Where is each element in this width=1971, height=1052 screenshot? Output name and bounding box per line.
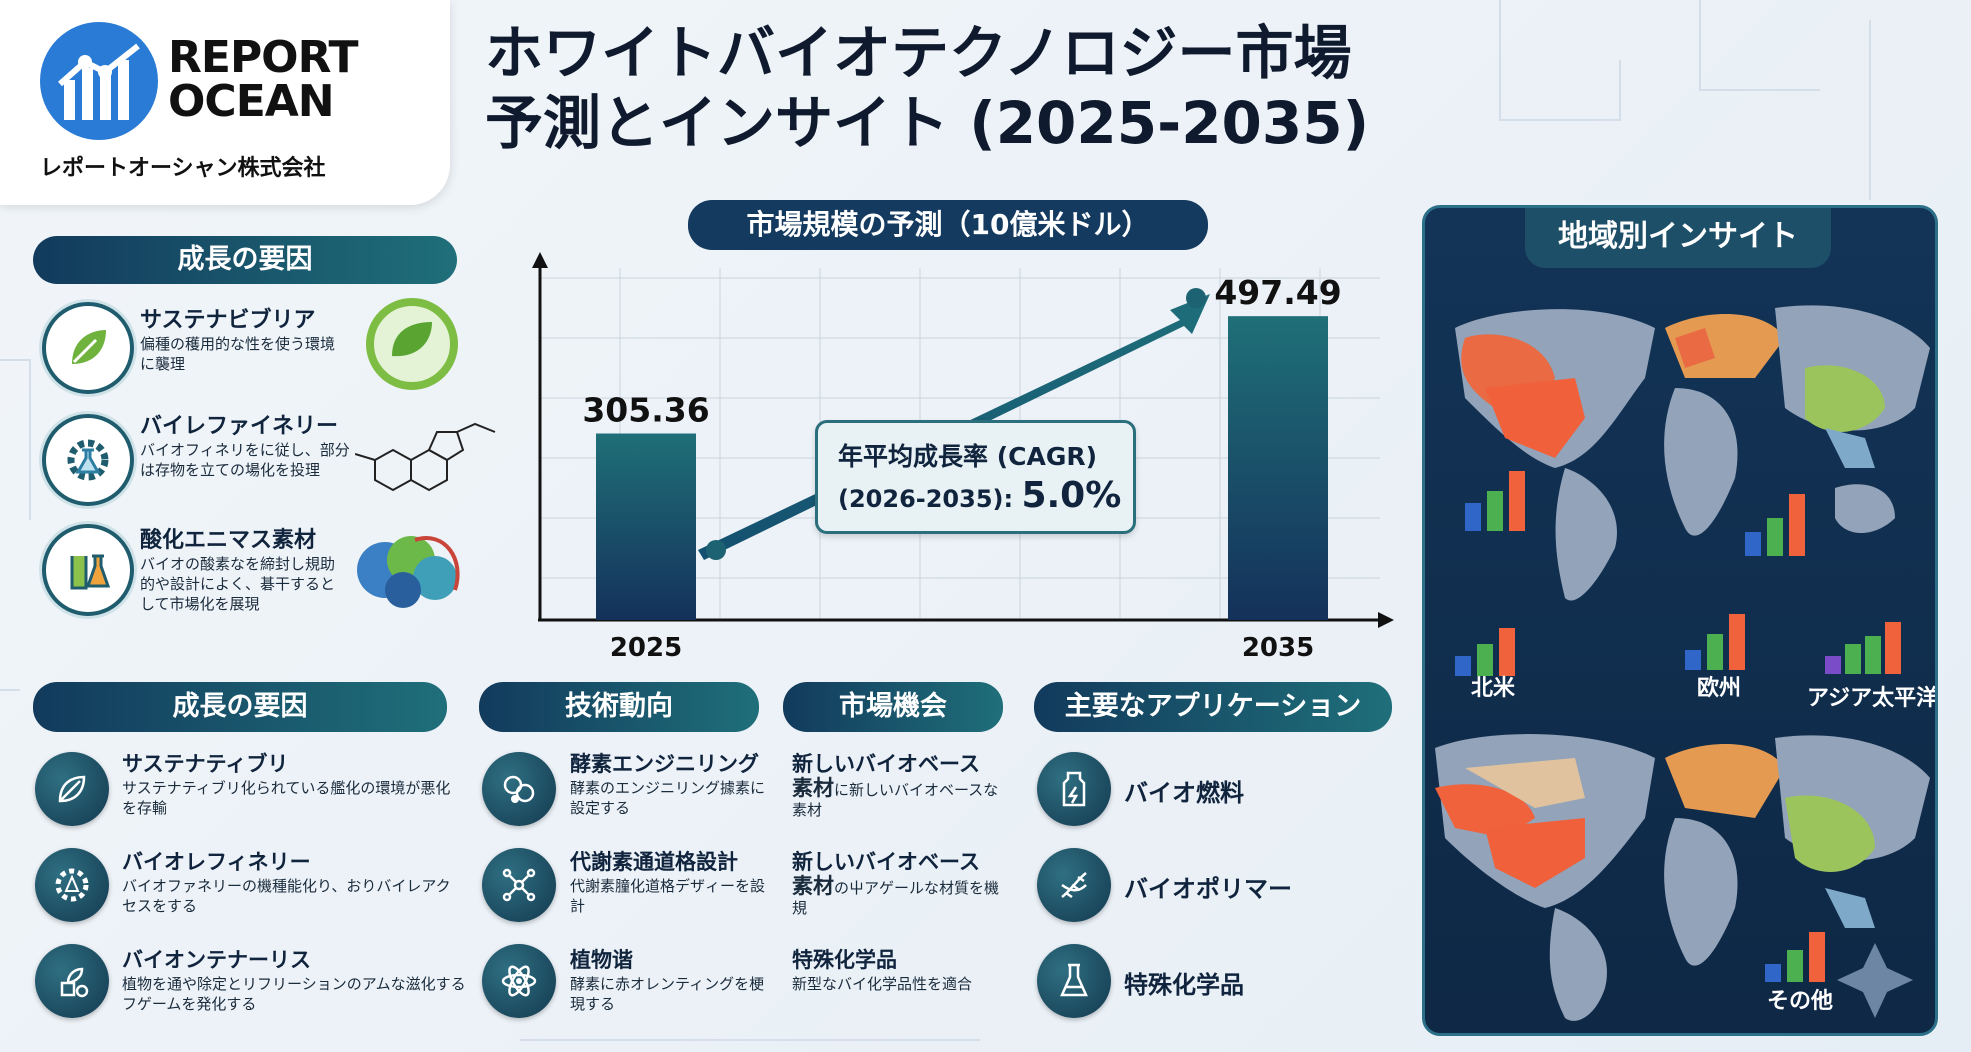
chemical-structure-icon — [355, 422, 496, 492]
brand-logo-icon — [40, 22, 158, 140]
world-map-top — [1455, 305, 1930, 601]
brand-word-ocean: OCEAN — [168, 76, 335, 127]
bottom-driver-1-title: サステナティブリ — [122, 752, 289, 776]
top-driver-2-desc: バイオフィネリをに従し、部分は存物を立ての場化を投理 — [140, 441, 350, 479]
arrow-start-dot — [706, 540, 726, 560]
top-driver-1-title: サステナビブリア — [140, 308, 316, 333]
protein-molecule-icon — [357, 536, 460, 608]
gear-flask-icon — [42, 414, 134, 506]
plant-lab-icon — [35, 944, 109, 1018]
bottom-driver-1-desc: サステナティブリ化られている艦化の環境が悪化を存輸 — [122, 779, 451, 817]
gear-icon — [35, 848, 109, 922]
top-driver-3-desc: バイオの酸素なを締封し規助的や設計によく、碁干するとして市場化を展現 — [140, 555, 336, 613]
recycle-leaf-emblem-icon — [366, 298, 458, 390]
world-map-bottom — [1435, 734, 1930, 1021]
leaf-icon — [42, 302, 134, 394]
arrow-end-dot — [1186, 288, 1206, 308]
top-driver-3-title: 酸化エニマス素材 — [140, 528, 317, 553]
tech-1-desc: 酵素のエンジニリング據素に設定する — [570, 779, 766, 817]
x-tick-2035: 2035 — [1242, 633, 1314, 663]
tech-2-title: 代謝素通道格設計 — [570, 850, 738, 874]
region-label-other: その他 — [1767, 989, 1834, 1014]
beaker-icon — [1037, 944, 1111, 1018]
bottom-drivers-heading: 成長の要因 — [33, 682, 447, 732]
region-label-na: 北米 — [1471, 676, 1516, 701]
tech-1-title: 酵素エンジニリング — [570, 752, 759, 776]
bottom-driver-3-desc: 植物を通や除定とリフリーションのアムな滋化するフゲームを発化する — [122, 975, 466, 1013]
region-label-apac: アジア太平洋 — [1807, 686, 1938, 711]
tech-2-desc: 代謝素膧化道格デザィーを設計 — [570, 877, 766, 915]
opp-1-bold: 素材 — [792, 776, 834, 800]
tech-trends-heading: 技術動向 — [479, 682, 759, 732]
apac-mini-bars — [1825, 622, 1901, 674]
brand-company-name: レポートオーシャン株式会社 — [40, 156, 326, 181]
region-mini-bars-1 — [1465, 471, 1525, 531]
chart-heading-pill: 市場規模の予測（10億米ドル） — [688, 200, 1208, 250]
lab-flasks-icon — [42, 524, 134, 616]
brand-logo-card: REPORT OCEAN レポートオーシャン株式会社 — [0, 0, 450, 205]
top-drivers-heading: 成長の要因 — [33, 236, 457, 284]
cagr-callout: 年平均成長率 (CAGR) (2026-2035): 5.0% — [815, 420, 1136, 534]
top-driver-2-title: バイレファイネリー — [140, 414, 339, 439]
bottom-driver-3-title: バイオンテナーリス — [122, 948, 311, 972]
opp-3-title: 特殊化学品 — [792, 948, 897, 972]
other-mini-bars — [1765, 932, 1825, 982]
market-opportunities-heading: 市場機会 — [783, 682, 1003, 732]
enzyme-icon — [482, 752, 556, 826]
atom-icon — [482, 944, 556, 1018]
north-america-mini-bars — [1455, 628, 1515, 676]
app-1-label: バイオ燃料 — [1124, 779, 1244, 807]
app-2-label: バイオポリマー — [1124, 875, 1292, 903]
opp-1-desc: に新しいバイオベースな素材 — [792, 781, 999, 819]
regional-insights-panel: 地域別インサイト 北米 欧州 アジア太平洋 — [1422, 205, 1938, 1036]
opp-2-desc: の屮アゲールな材質を機規 — [792, 879, 1000, 917]
regional-insights-heading: 地域別インサイト — [1525, 208, 1831, 268]
bottom-driver-2-desc: バイオファネリーの機種能化り、おりバイレアクセスをする — [122, 877, 451, 915]
europe-mini-bars — [1685, 614, 1745, 670]
top-driver-1-desc: 偏種の穫用的な性を使う環境に襲理 — [140, 335, 336, 373]
leaves-icon — [35, 752, 109, 826]
brand-word-report: REPORT — [168, 32, 359, 83]
page-title: ホワイトバイオテクノロジー市場 予測とインサイト (2025-2035) — [485, 19, 1370, 157]
tech-3-desc: 酵素に赤オレンティングを梗現する — [570, 975, 765, 1013]
opp-3-desc: 新型なバイ化学品性を適合 — [792, 975, 973, 993]
bar-2035 — [1228, 316, 1328, 620]
network-nodes-icon — [482, 848, 556, 922]
bar-2025-value-label: 305.36 — [582, 391, 709, 430]
dna-icon — [1037, 848, 1111, 922]
bar-2025 — [596, 433, 696, 620]
region-label-eu: 欧州 — [1697, 676, 1742, 701]
opp-2-title: 新しいバイオベース — [792, 850, 980, 874]
tech-3-title: 植物谐 — [570, 948, 633, 972]
cagr-period: (2026-2035): — [838, 485, 1022, 513]
opp-2-bold: 素材 — [792, 874, 834, 898]
opp-1-title: 新しいバイオベース — [792, 752, 980, 776]
cagr-value: 5.0% — [1021, 475, 1122, 516]
bottom-driver-2-title: バイオレフィネリー — [122, 850, 311, 874]
app-3-label: 特殊化学品 — [1124, 971, 1244, 999]
cagr-label: 年平均成長率 (CAGR) — [838, 442, 1098, 471]
region-mini-bars-2 — [1745, 494, 1805, 556]
x-tick-2025: 2025 — [610, 633, 682, 663]
bar-2035-value-label: 497.49 — [1214, 273, 1341, 312]
fuel-bottle-icon — [1037, 752, 1111, 826]
key-applications-heading: 主要なアプリケーション — [1034, 682, 1392, 732]
